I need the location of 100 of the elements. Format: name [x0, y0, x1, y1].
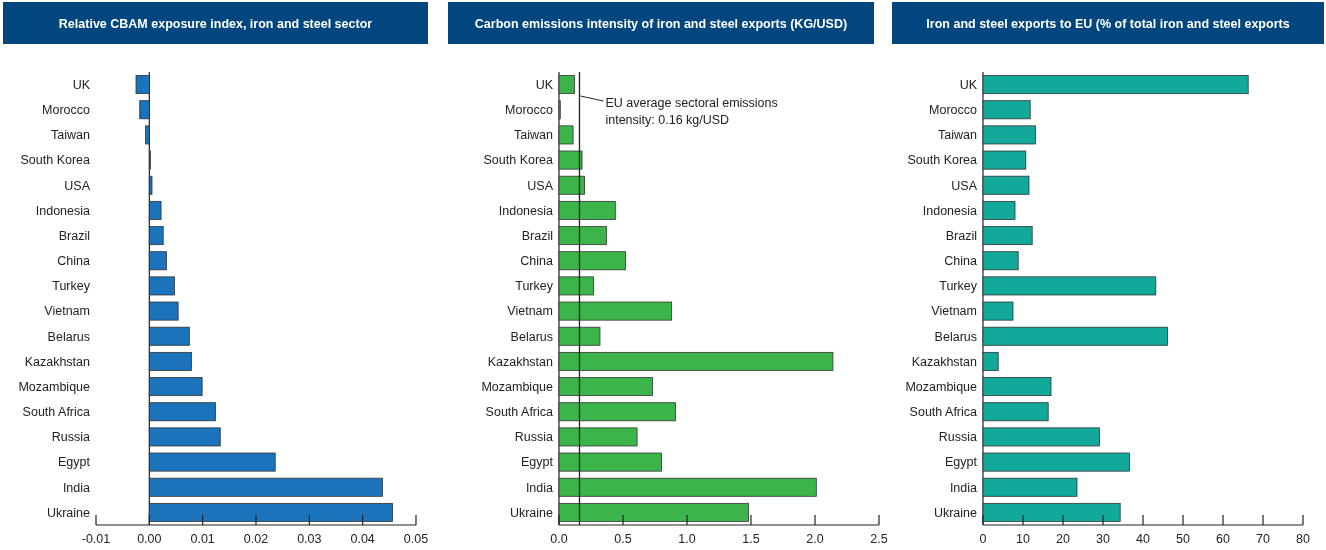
- x-tick-label: 0: [979, 532, 987, 546]
- bar: [558, 326, 601, 346]
- y-tick-label: Turkey: [52, 279, 91, 294]
- x-tick-label: 0.00: [137, 532, 162, 546]
- bar: [135, 75, 150, 95]
- x-tick-label: 0.01: [190, 532, 215, 546]
- x-tick-label: 2.5: [870, 532, 888, 546]
- bar: [145, 125, 150, 145]
- y-tick-label: Taiwan: [51, 128, 91, 143]
- bar: [558, 477, 817, 497]
- bar: [558, 251, 626, 271]
- bar: [139, 100, 150, 120]
- bar: [148, 200, 162, 220]
- y-tick-label: South Africa: [22, 405, 91, 420]
- y-tick-label: Vietnam: [931, 304, 977, 319]
- y-tick-label: Morocco: [42, 103, 91, 118]
- bar: [148, 301, 179, 321]
- y-tick-label: USA: [527, 178, 554, 193]
- y-tick-label: UK: [535, 77, 554, 92]
- x-tick-label: 60: [1216, 532, 1230, 546]
- y-tick-label: Taiwan: [514, 128, 554, 143]
- bar: [558, 175, 585, 195]
- x-tick-label: 0.02: [243, 532, 269, 546]
- x-tick-label: 40: [1136, 532, 1150, 546]
- bar: [982, 200, 1016, 220]
- bar: [982, 125, 1036, 145]
- y-tick-label: USA: [64, 178, 91, 193]
- y-tick-label: Belarus: [934, 329, 977, 344]
- x-tick-label: 10: [1016, 532, 1030, 546]
- ref-line-label: EU average sectoral emissions intensity: 0.16 kg/USD: [605, 96, 778, 127]
- bar: [982, 276, 1157, 296]
- bar: [148, 452, 276, 472]
- x-tick-label: 30: [1096, 532, 1110, 546]
- y-tick-label: Belarus: [510, 329, 553, 344]
- y-tick-label: Indonesia: [922, 203, 978, 218]
- y-tick-label: South Korea: [907, 153, 978, 168]
- y-tick-label: USA: [951, 178, 978, 193]
- x-tick-label: 1.5: [742, 532, 760, 546]
- y-tick-label: India: [525, 480, 554, 495]
- y-tick-label: Indonesia: [498, 203, 554, 218]
- y-tick-label: Ukraine: [933, 505, 978, 520]
- x-tick-label: -0.01: [81, 532, 111, 546]
- y-tick-label: Ukraine: [46, 505, 91, 520]
- y-tick-label: South Africa: [485, 405, 554, 420]
- y-tick-label: South Korea: [483, 153, 554, 168]
- bar: [148, 427, 221, 447]
- x-tick-label: 0.03: [297, 532, 322, 546]
- y-tick-label: Egypt: [945, 455, 978, 470]
- x-tick-label: 0.05: [403, 532, 429, 546]
- bar: [982, 175, 1030, 195]
- bar: [982, 377, 1052, 397]
- y-tick-label: Morocco: [929, 103, 978, 118]
- bar: [982, 251, 1019, 271]
- x-tick-label: 0.5: [614, 532, 632, 546]
- y-tick-label: South Korea: [20, 153, 91, 168]
- bar: [148, 351, 192, 371]
- bar: [982, 502, 1121, 522]
- bar: [148, 251, 167, 271]
- bar: [982, 477, 1078, 497]
- x-tick-label: 0.0: [550, 532, 568, 546]
- bar: [558, 200, 616, 220]
- bar: [558, 301, 673, 321]
- y-tick-label: Kazakhstan: [24, 354, 91, 369]
- bar: [982, 100, 1031, 120]
- x-tick-label: 2.0: [806, 532, 824, 546]
- bar: [982, 301, 1014, 321]
- y-tick-label: Morocco: [505, 103, 554, 118]
- y-tick-label: Egypt: [58, 455, 91, 470]
- y-tick-label: Taiwan: [938, 128, 978, 143]
- bar: [558, 226, 607, 246]
- bar: [148, 377, 203, 397]
- bar: [558, 276, 594, 296]
- y-tick-label: Brazil: [945, 228, 977, 243]
- y-tick-label: Turkey: [939, 279, 978, 294]
- y-tick-label: Indonesia: [35, 203, 91, 218]
- y-tick-label: India: [949, 480, 978, 495]
- bar: [982, 402, 1049, 422]
- y-tick-label: Ukraine: [509, 505, 554, 520]
- x-tick-label: 50: [1176, 532, 1190, 546]
- chart-title: Carbon emissions intensity of iron and steel exports (KG/USD): [474, 17, 848, 31]
- y-tick-label: Russia: [514, 430, 554, 445]
- y-tick-label: Vietnam: [44, 304, 90, 319]
- y-tick-label: UK: [959, 77, 978, 92]
- bar: [558, 75, 575, 95]
- x-tick-label: 0.04: [350, 532, 375, 546]
- y-tick-label: China: [520, 254, 554, 269]
- bar: [558, 351, 834, 371]
- chart-title: Relative CBAM exposure index, iron and steel sector: [58, 17, 373, 31]
- bar: [982, 326, 1168, 346]
- x-tick-label: 1.0: [678, 532, 696, 546]
- bar: [558, 427, 638, 447]
- y-tick-label: India: [62, 480, 91, 495]
- bar: [558, 377, 653, 397]
- y-tick-label: Vietnam: [507, 304, 553, 319]
- y-tick-label: Brazil: [58, 228, 90, 243]
- x-tick-label: 80: [1296, 532, 1310, 546]
- y-tick-label: Turkey: [515, 279, 554, 294]
- bar: [558, 452, 662, 472]
- bar: [148, 402, 216, 422]
- y-tick-label: Mozambique: [905, 379, 978, 394]
